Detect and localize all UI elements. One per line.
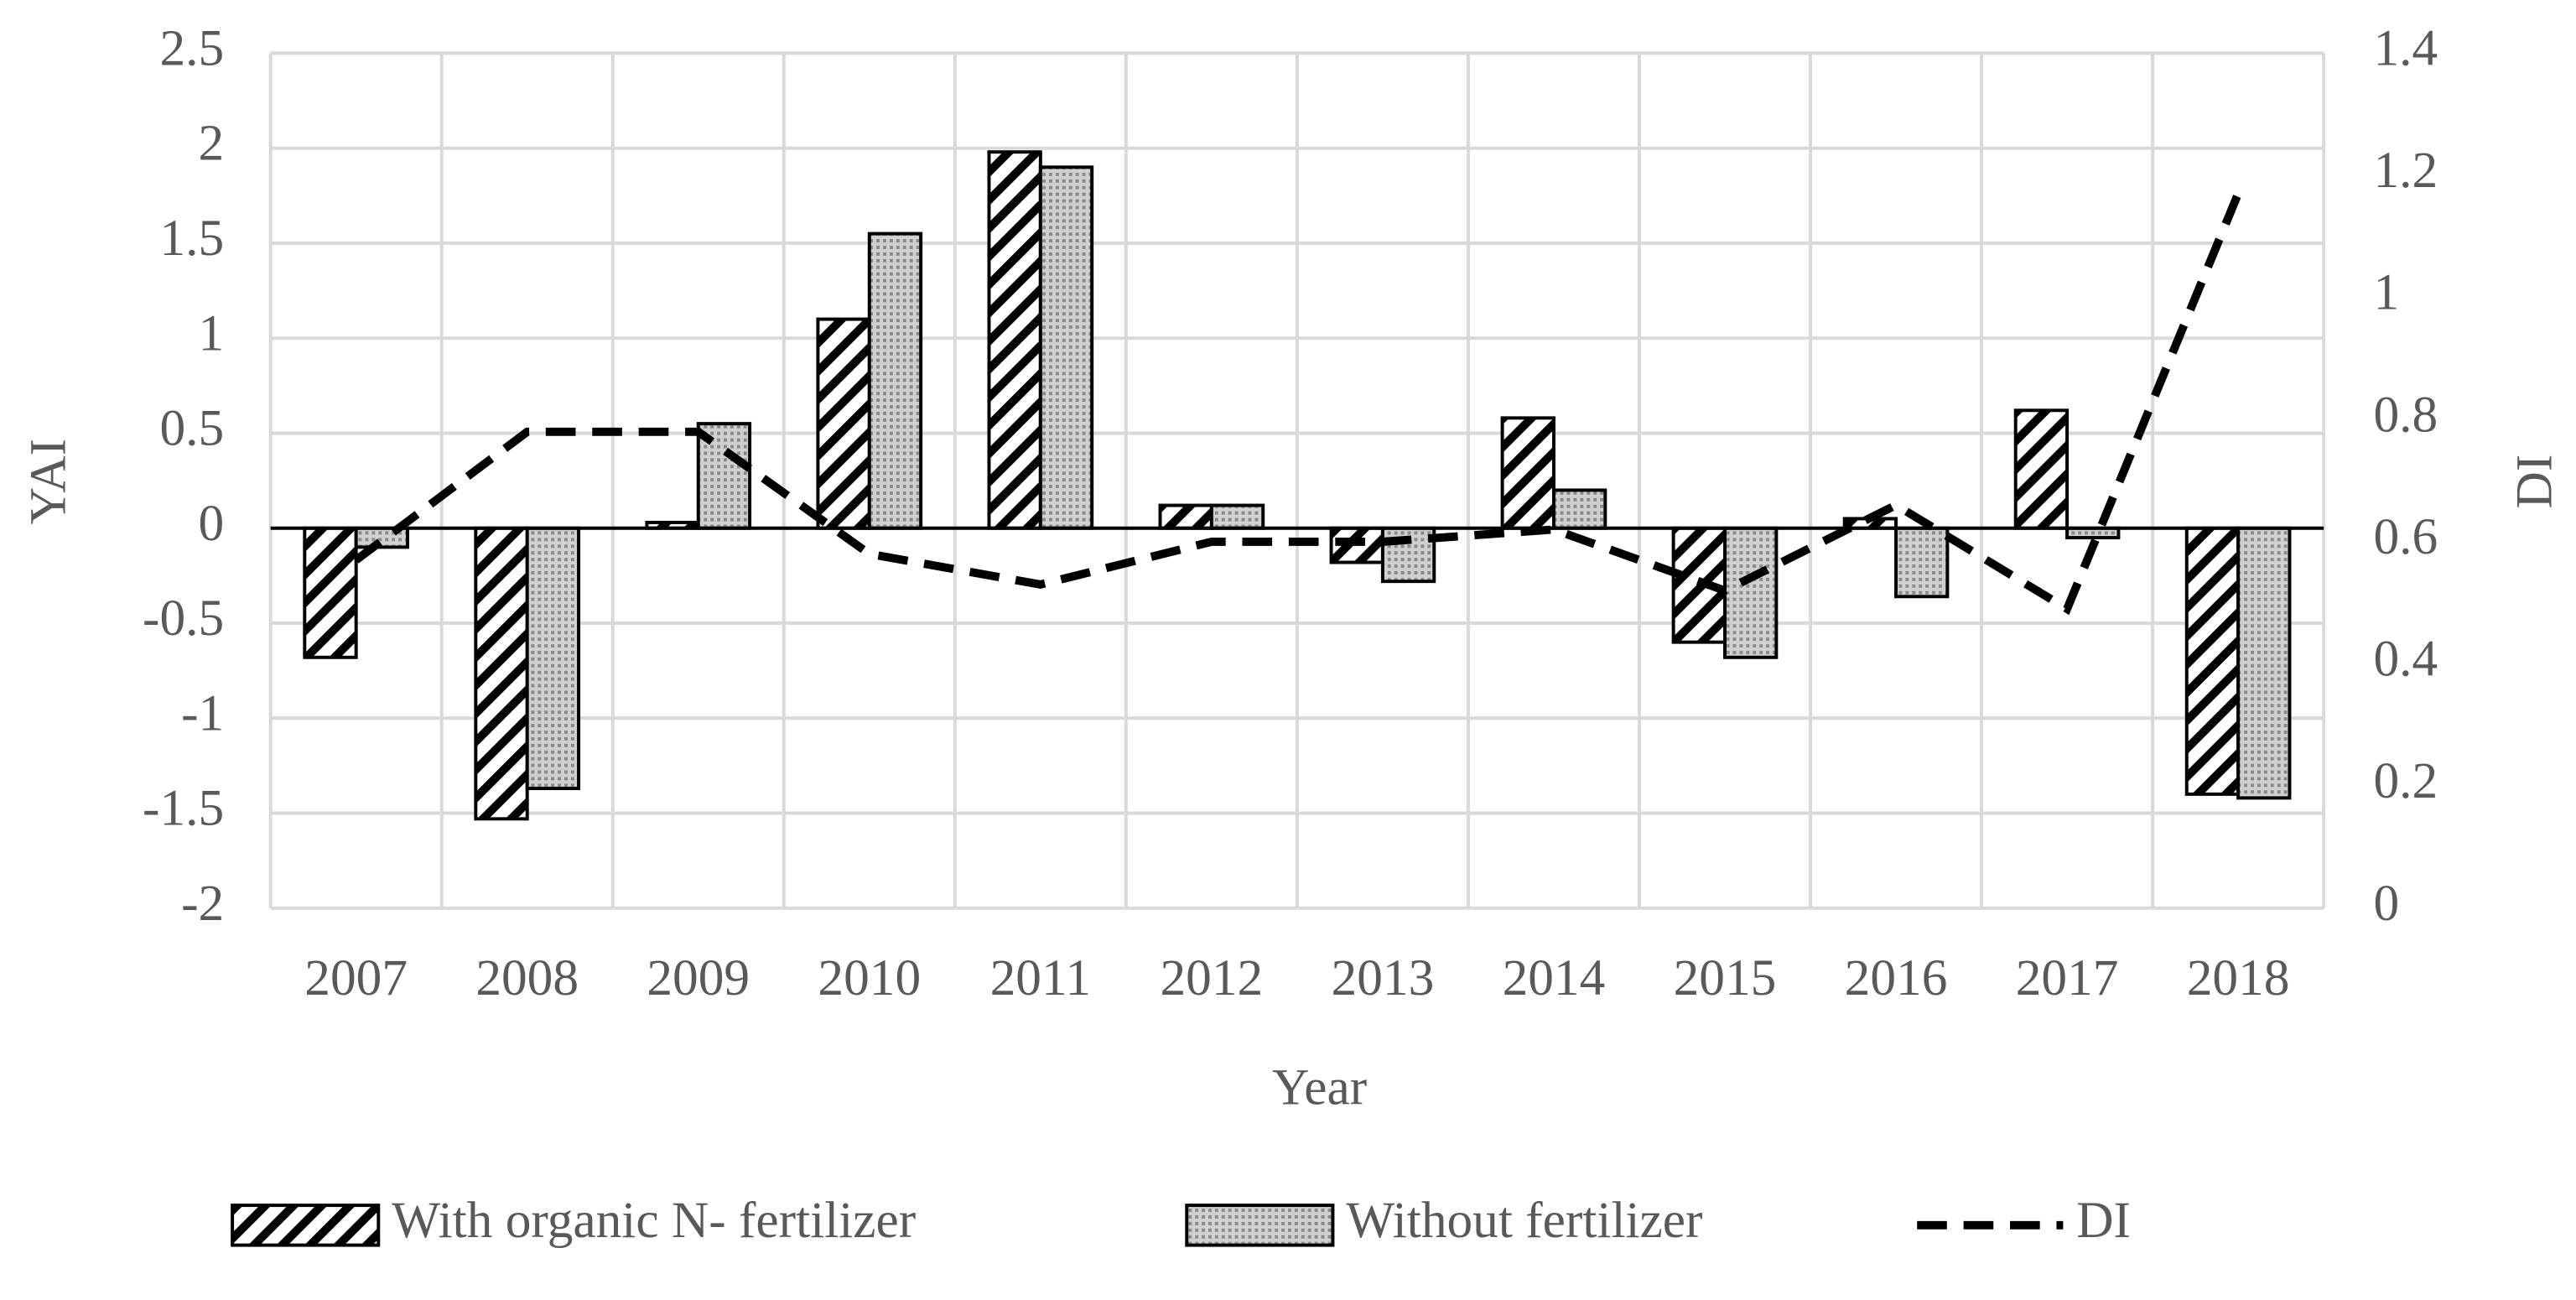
y2-tick-label: 1	[2374, 264, 2400, 321]
x-tick-label: 2012	[1161, 949, 1264, 1006]
bar	[816, 317, 871, 530]
bar	[867, 231, 923, 530]
x-axis-title: Year	[1272, 1059, 1367, 1116]
bar	[474, 526, 529, 821]
x-tick-label: 2014	[1503, 949, 1606, 1006]
y-tick-label: -1.5	[143, 780, 224, 837]
y-tick-label: -2	[181, 875, 224, 932]
y2-axis-title: DI	[2506, 455, 2563, 509]
x-tick-label: 2008	[475, 949, 579, 1006]
y2-tick-label: 0	[2374, 875, 2400, 932]
legend-label: Without fertilizer	[1346, 1192, 1702, 1249]
y2-tick-label: 0.4	[2374, 631, 2438, 688]
y-tick-label: 2	[199, 115, 225, 172]
bar	[2184, 526, 2241, 796]
legend-swatch	[231, 1204, 381, 1247]
bar	[1551, 488, 1607, 530]
bar	[303, 526, 358, 659]
legend-swatch	[1185, 1204, 1335, 1247]
y2-tick-label: 0.6	[2374, 508, 2438, 565]
y-axis-title: YAI	[19, 439, 76, 524]
bar	[2236, 526, 2292, 800]
y-tick-label: 0	[199, 495, 225, 552]
x-tick-label: 2009	[647, 949, 750, 1006]
y-tick-label: 2.5	[160, 19, 225, 76]
y-tick-label: 1	[199, 304, 225, 361]
x-tick-label: 2013	[1332, 949, 1435, 1006]
x-tick-label: 2011	[990, 949, 1091, 1006]
bar	[2013, 408, 2070, 530]
bar	[1209, 503, 1265, 530]
x-tick-label: 2018	[2187, 949, 2290, 1006]
bar	[987, 150, 1042, 530]
bar	[1723, 526, 1779, 659]
x-tick-label: 2010	[818, 949, 921, 1006]
y-tick-label: -0.5	[143, 590, 224, 647]
y2-tick-label: 0.8	[2374, 386, 2438, 443]
bar	[1158, 503, 1213, 530]
y2-tick-label: 1.4	[2374, 19, 2438, 76]
y-tick-label: 0.5	[160, 400, 225, 457]
x-tick-label: 2016	[1845, 949, 1948, 1006]
y-tick-label: 1.5	[160, 210, 225, 267]
bar	[1038, 165, 1094, 530]
legend-label: DI	[2076, 1192, 2131, 1249]
x-tick-label: 2017	[2016, 949, 2119, 1006]
x-tick-label: 2007	[304, 949, 408, 1006]
y2-tick-label: 1.2	[2374, 142, 2438, 199]
y-tick-label: -1	[181, 684, 224, 741]
x-tick-label: 2015	[1674, 949, 1777, 1006]
y2-tick-label: 0.2	[2374, 752, 2438, 809]
legend-label: With organic N- fertilizer	[392, 1192, 916, 1249]
bar	[525, 526, 581, 791]
bar	[1894, 526, 1950, 599]
line	[353, 191, 2242, 616]
bar	[1500, 416, 1555, 530]
